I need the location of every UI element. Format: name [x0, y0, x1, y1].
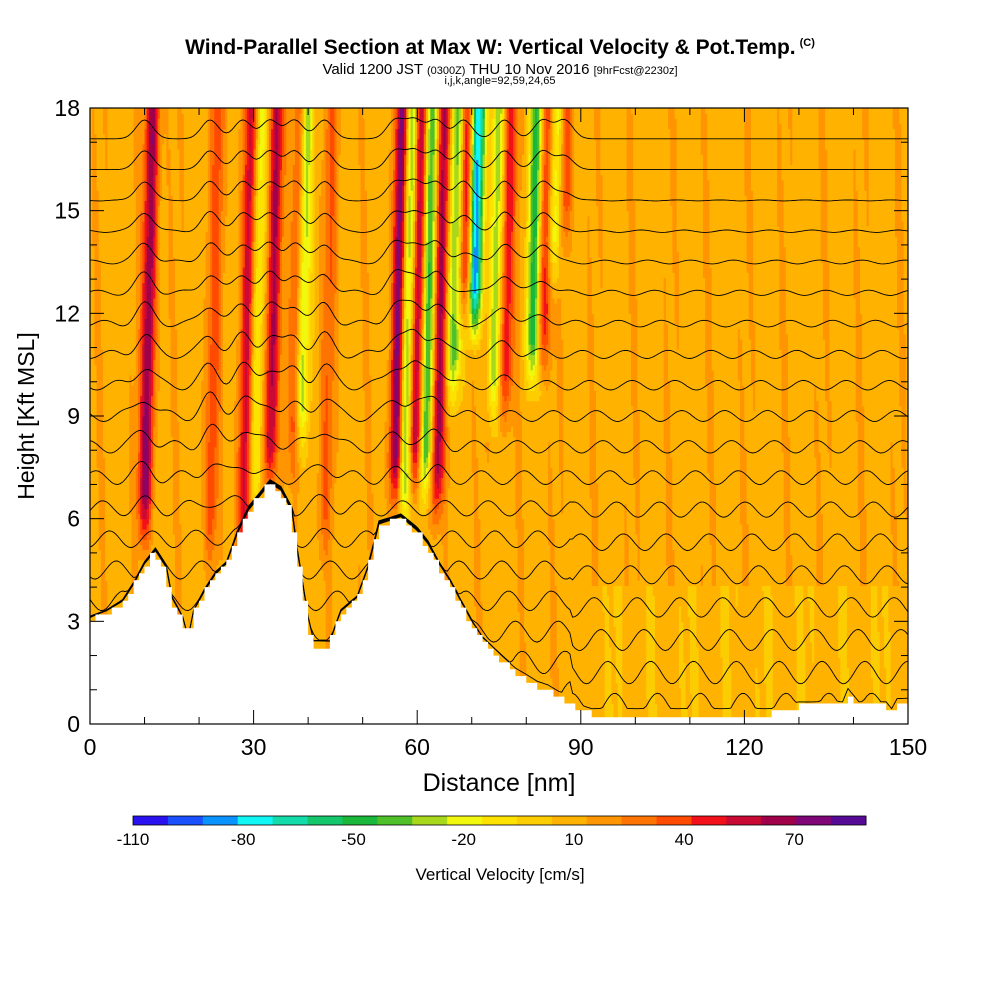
cross-section-chart: 0 30 60 90 120 150 0369121518 Distance [nm] H…	[0, 0, 1000, 1000]
